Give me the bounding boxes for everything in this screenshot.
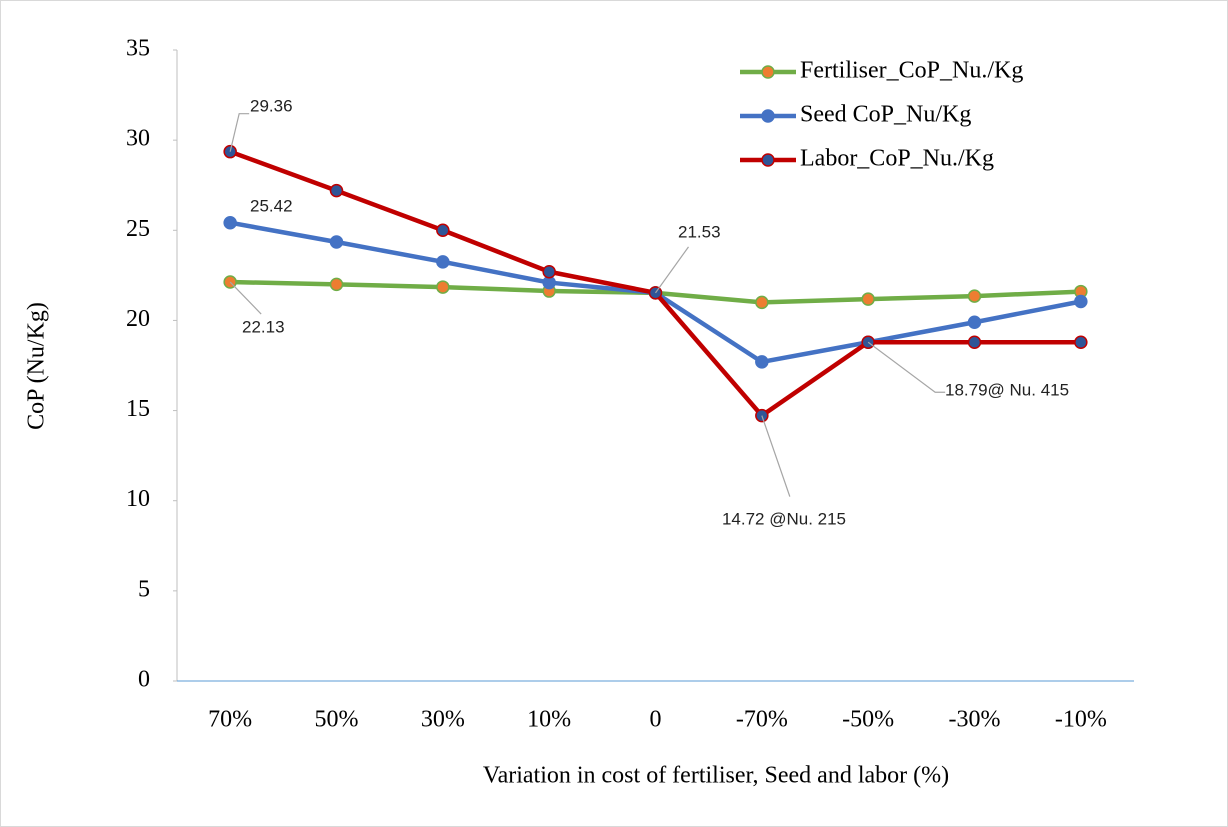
data-label: 14.72 @Nu. 215: [722, 509, 846, 528]
y-tick-label: 35: [126, 36, 150, 62]
point: [436, 280, 450, 294]
data-label: 25.42: [250, 196, 293, 215]
legend-label: Fertiliser_CoP_Nu./Kg: [800, 58, 1023, 84]
data-label: 22.13: [242, 317, 285, 336]
legend-label: Labor_CoP_Nu./Kg: [800, 146, 994, 172]
y-tick-label: 5: [138, 576, 150, 602]
y-tick-label: 20: [126, 306, 150, 332]
point: [436, 255, 450, 269]
y-tick-label: 25: [126, 216, 150, 242]
point: [755, 295, 769, 310]
leader-line: [655, 246, 689, 294]
y-tick-label: 10: [126, 486, 150, 512]
x-tick-label: -50%: [842, 707, 894, 733]
y-tick-label: 15: [126, 396, 150, 422]
y-tick-label: 30: [126, 126, 150, 152]
y-tick-label: 0: [138, 667, 150, 693]
point: [542, 265, 556, 279]
x-tick-label: 0: [650, 707, 662, 733]
point: [223, 215, 237, 230]
point: [1074, 335, 1088, 349]
legend-marker: [761, 153, 775, 167]
x-tick-label: -70%: [736, 707, 788, 733]
x-tick-label: 50%: [315, 707, 359, 733]
point: [967, 289, 982, 303]
point: [755, 355, 769, 369]
point: [329, 183, 344, 198]
point: [967, 335, 982, 349]
y-axis-label: CoP (Nu/Kg): [24, 302, 50, 430]
data-label: 18.79@ Nu. 415: [945, 380, 1069, 399]
x-tick-label: -30%: [949, 707, 1001, 733]
x-tick-label: 70%: [208, 707, 252, 733]
legend-marker: [761, 109, 775, 123]
leader-line: [867, 341, 946, 393]
point: [967, 315, 982, 329]
x-tick-label: 30%: [421, 707, 465, 733]
point: [1074, 294, 1088, 309]
point: [329, 277, 344, 292]
data-label: 29.36: [250, 96, 293, 115]
legend-label: Seed CoP_Nu/Kg: [800, 102, 971, 128]
data-label: 21.53: [678, 222, 721, 241]
point: [436, 223, 450, 238]
leader-line: [761, 415, 791, 497]
point: [861, 292, 875, 306]
legend-marker: [761, 65, 775, 79]
point: [329, 235, 344, 249]
leader-line: [229, 281, 262, 315]
leader-line: [229, 113, 250, 152]
x-axis-label: Variation in cost of fertiliser, Seed an…: [483, 763, 949, 789]
x-tick-label: 10%: [527, 707, 571, 733]
x-tick-label: -10%: [1055, 707, 1107, 733]
